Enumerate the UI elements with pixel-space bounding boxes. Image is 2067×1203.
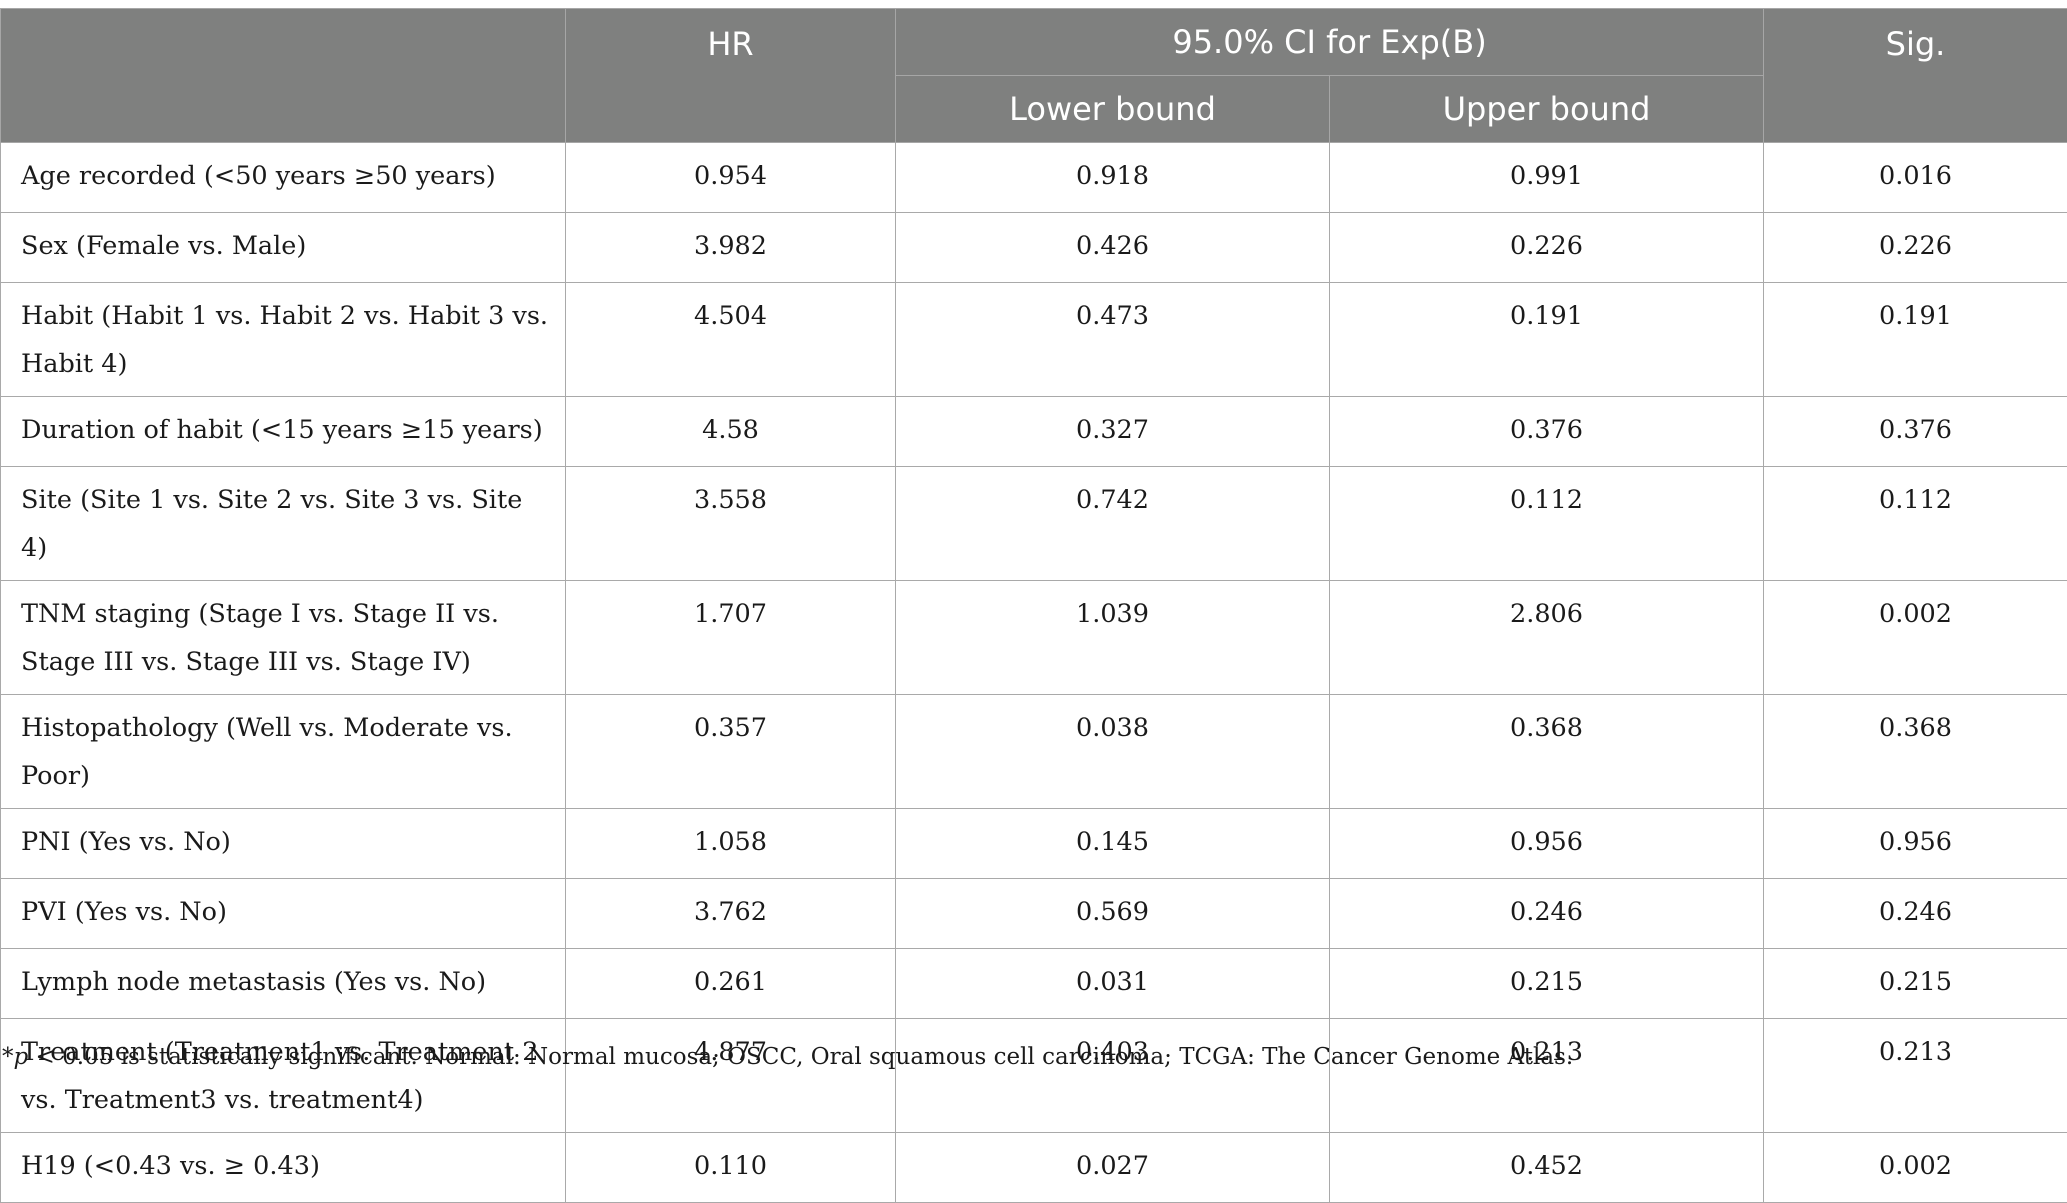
row-label: H19 (<0.43 vs. ≥ 0.43)	[1, 1133, 566, 1203]
table-row: Age recorded (<50 years ≥50 years) 0.954…	[1, 143, 2067, 213]
table-row: Lymph node metastasis (Yes vs. No) 0.261…	[1, 949, 2067, 1019]
row-hr: 0.954	[566, 143, 896, 213]
row-lower: 0.918	[896, 143, 1330, 213]
row-label: Habit (Habit 1 vs. Habit 2 vs. Habit 3 v…	[1, 283, 566, 397]
row-label: Treatment (Treatment1 vs. Treatment 2 vs…	[1, 1019, 566, 1133]
footnote-text: < 0.05 is statistically significant. Nor…	[28, 1044, 1573, 1070]
row-label: Sex (Female vs. Male)	[1, 213, 566, 283]
table-row: Treatment (Treatment1 vs. Treatment 2 vs…	[1, 1019, 2067, 1133]
table-row: Site (Site 1 vs. Site 2 vs. Site 3 vs. S…	[1, 467, 2067, 581]
row-sig: 0.246	[1764, 879, 2067, 949]
table-row: PVI (Yes vs. No) 3.762 0.569 0.246 0.246	[1, 879, 2067, 949]
row-lower: 1.039	[896, 581, 1330, 695]
header-ci: 95.0% CI for Exp(B)	[896, 9, 1764, 76]
row-lower: 0.403	[896, 1019, 1330, 1133]
table-row: Habit (Habit 1 vs. Habit 2 vs. Habit 3 v…	[1, 283, 2067, 397]
row-sig: 0.213	[1764, 1019, 2067, 1133]
row-upper: 0.956	[1330, 809, 1764, 879]
row-label: Site (Site 1 vs. Site 2 vs. Site 3 vs. S…	[1, 467, 566, 581]
row-upper: 2.806	[1330, 581, 1764, 695]
cox-regression-table: HR 95.0% CI for Exp(B) Sig. Lower bound …	[0, 8, 2067, 1203]
header-lower-bound: Lower bound	[896, 76, 1330, 143]
row-lower: 0.327	[896, 397, 1330, 467]
row-hr: 1.707	[566, 581, 896, 695]
table-header: HR 95.0% CI for Exp(B) Sig. Lower bound …	[1, 9, 2067, 143]
row-label: PNI (Yes vs. No)	[1, 809, 566, 879]
row-sig: 0.368	[1764, 695, 2067, 809]
row-sig: 0.191	[1764, 283, 2067, 397]
table-row: Sex (Female vs. Male) 3.982 0.426 0.226 …	[1, 213, 2067, 283]
row-hr: 0.261	[566, 949, 896, 1019]
table-row: H19 (<0.43 vs. ≥ 0.43) 0.110 0.027 0.452…	[1, 1133, 2067, 1203]
row-upper: 0.191	[1330, 283, 1764, 397]
row-label: TNM staging (Stage I vs. Stage II vs. St…	[1, 581, 566, 695]
row-lower: 0.569	[896, 879, 1330, 949]
row-lower: 0.145	[896, 809, 1330, 879]
header-hr: HR	[566, 9, 896, 143]
row-upper: 0.368	[1330, 695, 1764, 809]
row-lower: 0.027	[896, 1133, 1330, 1203]
row-hr: 3.558	[566, 467, 896, 581]
row-lower: 0.473	[896, 283, 1330, 397]
header-variable-blank	[1, 9, 566, 143]
row-hr: 3.762	[566, 879, 896, 949]
row-upper: 0.991	[1330, 143, 1764, 213]
row-sig: 0.226	[1764, 213, 2067, 283]
row-upper: 0.226	[1330, 213, 1764, 283]
header-upper-bound: Upper bound	[1330, 76, 1764, 143]
row-hr: 4.58	[566, 397, 896, 467]
row-label: Histopathology (Well vs. Moderate vs. Po…	[1, 695, 566, 809]
row-lower: 0.742	[896, 467, 1330, 581]
row-label: PVI (Yes vs. No)	[1, 879, 566, 949]
row-hr: 0.110	[566, 1133, 896, 1203]
row-sig: 0.956	[1764, 809, 2067, 879]
row-hr: 1.058	[566, 809, 896, 879]
table-row: TNM staging (Stage I vs. Stage II vs. St…	[1, 581, 2067, 695]
row-sig: 0.016	[1764, 143, 2067, 213]
table-footnote: *p < 0.05 is statistically significant. …	[2, 1044, 1573, 1070]
row-hr: 4.877	[566, 1019, 896, 1133]
row-upper: 0.215	[1330, 949, 1764, 1019]
footnote-asterisk: *	[2, 1044, 14, 1070]
row-lower: 0.038	[896, 695, 1330, 809]
footnote-p-symbol: p	[14, 1044, 29, 1070]
row-upper: 0.246	[1330, 879, 1764, 949]
row-upper: 0.112	[1330, 467, 1764, 581]
row-lower: 0.031	[896, 949, 1330, 1019]
row-hr: 4.504	[566, 283, 896, 397]
row-upper: 0.452	[1330, 1133, 1764, 1203]
results-table-container: HR 95.0% CI for Exp(B) Sig. Lower bound …	[0, 8, 2067, 1203]
row-sig: 0.002	[1764, 1133, 2067, 1203]
table-row: Histopathology (Well vs. Moderate vs. Po…	[1, 695, 2067, 809]
row-label: Lymph node metastasis (Yes vs. No)	[1, 949, 566, 1019]
row-upper: 0.213	[1330, 1019, 1764, 1133]
row-sig: 0.112	[1764, 467, 2067, 581]
row-hr: 3.982	[566, 213, 896, 283]
table-row: PNI (Yes vs. No) 1.058 0.145 0.956 0.956	[1, 809, 2067, 879]
row-sig: 0.215	[1764, 949, 2067, 1019]
row-sig: 0.002	[1764, 581, 2067, 695]
row-label: Duration of habit (<15 years ≥15 years)	[1, 397, 566, 467]
row-hr: 0.357	[566, 695, 896, 809]
row-sig: 0.376	[1764, 397, 2067, 467]
header-sig: Sig.	[1764, 9, 2067, 143]
row-lower: 0.426	[896, 213, 1330, 283]
row-label: Age recorded (<50 years ≥50 years)	[1, 143, 566, 213]
row-upper: 0.376	[1330, 397, 1764, 467]
table-row: Duration of habit (<15 years ≥15 years) …	[1, 397, 2067, 467]
